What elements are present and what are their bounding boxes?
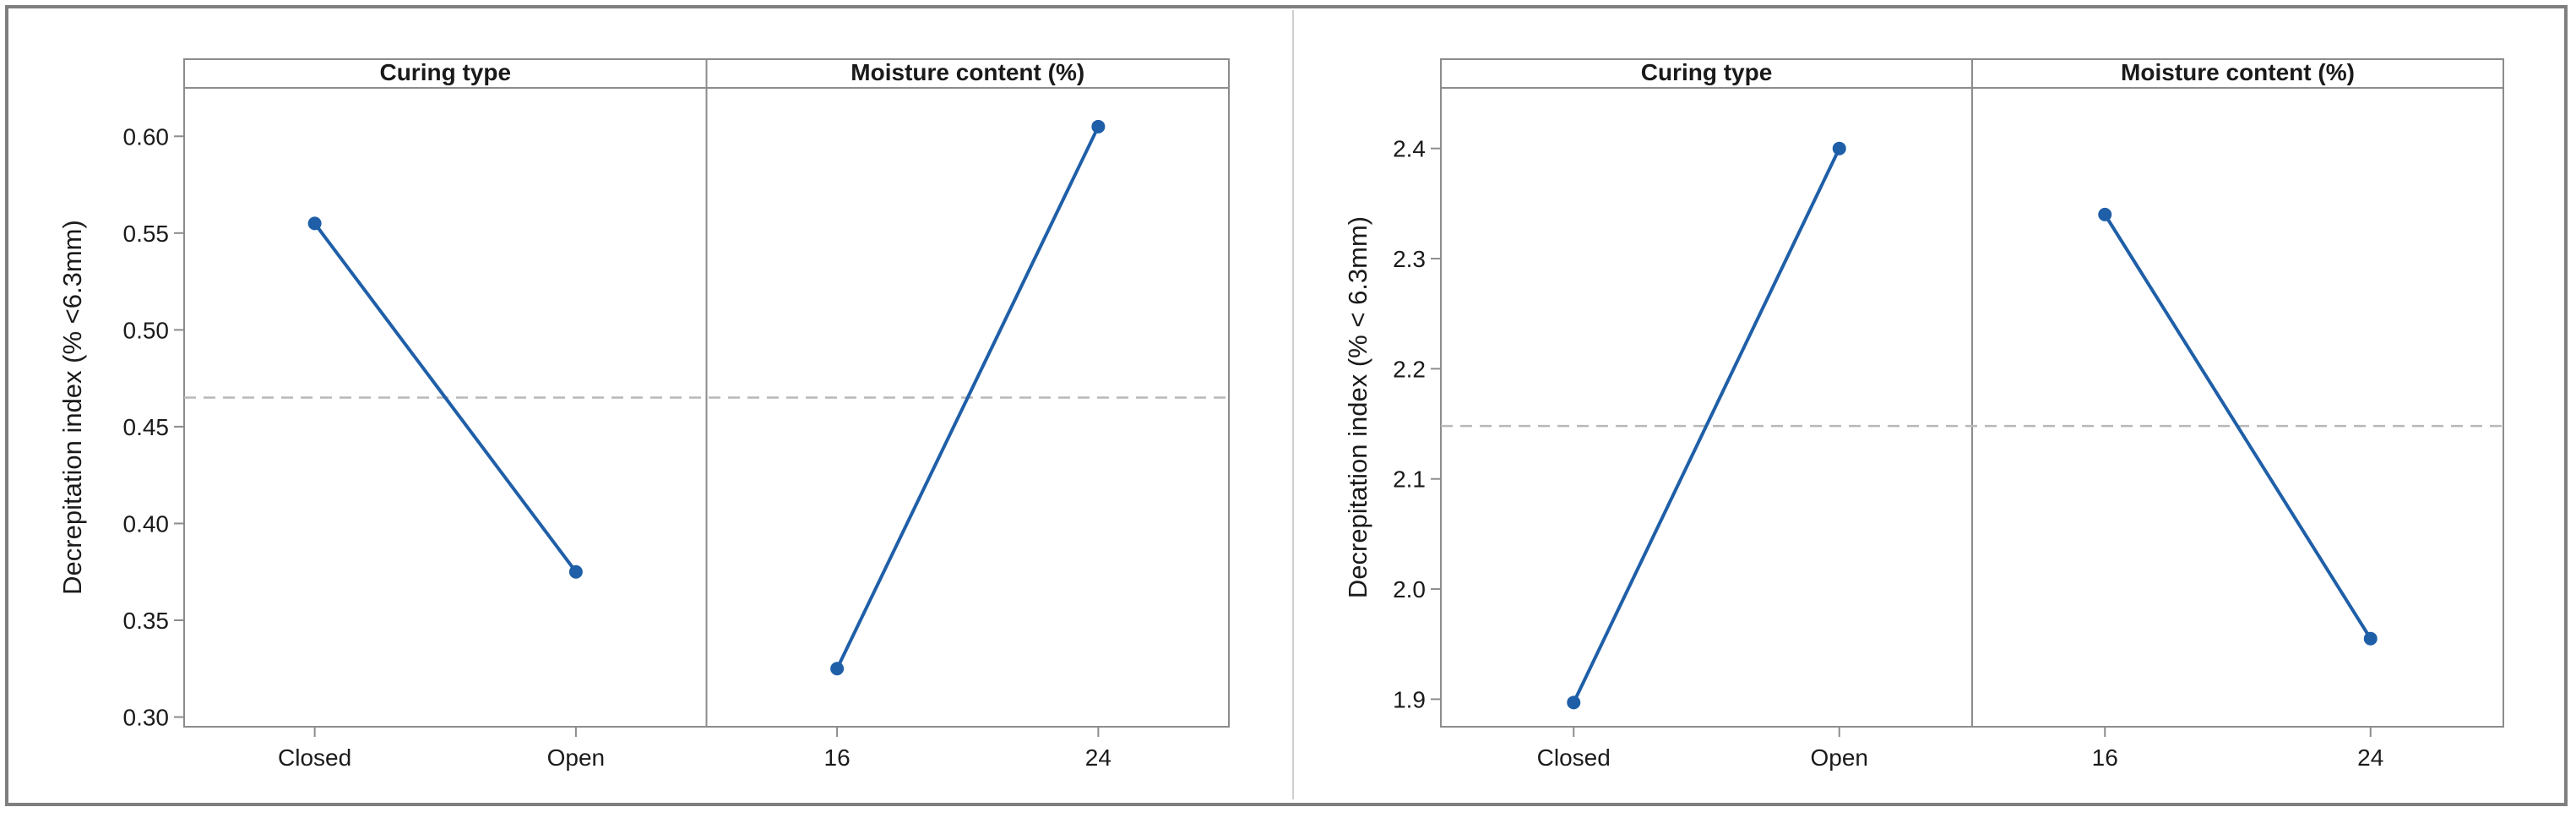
y-tick-label: 1.9 bbox=[1393, 686, 1426, 712]
x-tick-label: 16 bbox=[824, 744, 851, 771]
y-tick-label: 0.50 bbox=[123, 317, 170, 343]
main-effects-plot-right: 1.9 2.0 2.1 2.2 2.3 2.4 Decrepitation index (%… bbox=[1343, 58, 2504, 771]
data-point bbox=[307, 216, 322, 231]
x-tick-label: Open bbox=[1811, 744, 1869, 771]
y-tick-label: 2.1 bbox=[1393, 466, 1426, 493]
data-point bbox=[1091, 119, 1106, 134]
y-tick-label: 2.4 bbox=[1393, 136, 1426, 162]
y-tick-label: 2.2 bbox=[1393, 356, 1426, 382]
y-tick-label: 2.0 bbox=[1393, 576, 1426, 603]
data-point bbox=[568, 564, 583, 579]
data-point bbox=[1567, 695, 1581, 710]
data-point bbox=[2098, 207, 2112, 221]
main-effects-plot-left: 0.30 0.35 0.40 0.45 0.50 0.55 0.60 Decrepitatio… bbox=[57, 58, 1230, 771]
series-line bbox=[313, 222, 578, 573]
data-point bbox=[1832, 141, 1846, 155]
x-tick-label: Closed bbox=[278, 744, 351, 771]
panel-strip-label: Moisture content (%) bbox=[851, 59, 1084, 85]
data-point bbox=[830, 662, 845, 676]
x-tick-label: 16 bbox=[2092, 744, 2118, 771]
x-tick-label: 24 bbox=[1085, 744, 1111, 771]
x-tick-label: 24 bbox=[2357, 744, 2383, 771]
data-point bbox=[2363, 631, 2378, 646]
panel-strip-label: Curing type bbox=[379, 59, 511, 85]
y-tick-label: 0.30 bbox=[123, 705, 170, 731]
series-line bbox=[1572, 147, 1841, 704]
x-tick-label: Closed bbox=[1537, 744, 1611, 771]
panel-strip-label: Curing type bbox=[1641, 59, 1773, 85]
y-axis-label: Decrepitation index (% < 6.3mm) bbox=[1343, 216, 1372, 598]
y-tick-label: 0.35 bbox=[123, 608, 170, 634]
y-tick-label: 0.55 bbox=[123, 221, 170, 247]
y-axis-label: Decrepitation index (% <6.3mm) bbox=[57, 220, 87, 595]
x-tick-label: Open bbox=[547, 744, 606, 771]
y-tick-label: 0.45 bbox=[123, 414, 170, 440]
figure-frame bbox=[5, 5, 2568, 806]
series-line bbox=[2103, 213, 2372, 640]
y-tick-label: 0.60 bbox=[123, 123, 170, 150]
panel-strip-label: Moisture content (%) bbox=[2121, 59, 2355, 85]
y-tick-label: 2.3 bbox=[1393, 246, 1426, 272]
y-tick-label: 0.40 bbox=[123, 510, 170, 537]
figure-divider bbox=[1292, 10, 1294, 799]
series-line bbox=[835, 125, 1101, 670]
